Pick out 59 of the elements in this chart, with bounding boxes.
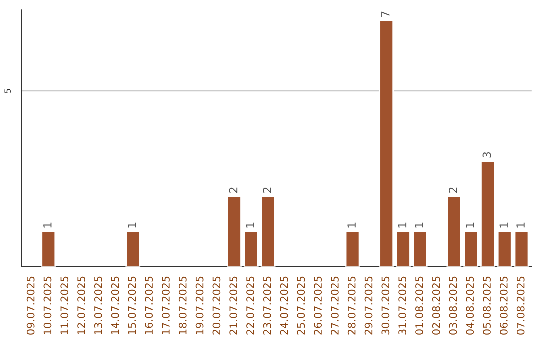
bar (412, 231, 428, 267)
x-tick-label: 11.07.2025 (60, 276, 69, 334)
bar (41, 231, 56, 267)
x-tick-label: 04.08.2025 (466, 276, 474, 335)
bar (260, 196, 276, 267)
x-tick-label: 18.07.2025 (178, 276, 187, 334)
bar (464, 231, 479, 267)
x-tick-label: 07.08.2025 (516, 276, 525, 335)
data-label: 1 (516, 222, 525, 228)
x-tick-label: 26.07.2025 (314, 276, 322, 335)
x-tick-label: 13.07.2025 (94, 276, 102, 334)
data-label: 1 (398, 222, 407, 228)
data-label: 1 (128, 222, 136, 228)
bar (480, 160, 496, 267)
x-tick-label: 27.07.2025 (331, 276, 339, 335)
x-tick-label: 23.07.2025 (263, 276, 272, 335)
x-tick-label: 02.08.2025 (432, 276, 440, 335)
x-tick-label: 28.07.2025 (348, 276, 356, 335)
data-label: 1 (415, 222, 424, 228)
x-tick-label: 25.07.2025 (297, 276, 306, 335)
data-label: 2 (229, 188, 238, 193)
x-tick-label: 31.07.2025 (398, 276, 407, 335)
x-tick-label: 16.07.2025 (145, 276, 154, 334)
data-label: 1 (466, 222, 474, 228)
x-tick-label: 05.08.2025 (483, 276, 491, 335)
bar (126, 231, 141, 267)
x-tick-label: 15.07.2025 (128, 276, 136, 334)
x-tick-label: 03.08.2025 (449, 276, 458, 335)
data-label: 2 (263, 188, 272, 193)
x-tick-label: 30.07.2025 (382, 276, 390, 335)
x-tick-label: 19.07.2025 (196, 276, 204, 334)
bar (446, 196, 462, 267)
bar (244, 231, 259, 267)
data-label: 1 (500, 222, 508, 228)
data-label: 1 (246, 222, 254, 228)
bar (396, 231, 411, 267)
x-tick-label: 09.07.2025 (26, 276, 35, 335)
x-tick-label: 29.07.2025 (364, 276, 373, 335)
data-label: 2 (448, 188, 458, 193)
x-tick-label: 14.07.2025 (111, 276, 120, 334)
x-tick-label: 22.07.2025 (246, 276, 254, 335)
bar (345, 231, 360, 267)
bar (227, 196, 242, 267)
data-label: 3 (482, 152, 492, 158)
y-tick-label: 5 (4, 89, 11, 94)
bar (514, 231, 530, 267)
bar (497, 231, 512, 267)
x-tick-label: 24.07.2025 (280, 276, 288, 335)
x-tick-label: 17.07.2025 (162, 276, 170, 334)
bar (379, 20, 394, 267)
x-tick-label: 21.07.2025 (230, 276, 238, 335)
x-tick-label: 10.07.2025 (44, 276, 52, 334)
x-tick-label: 12.07.2025 (78, 276, 86, 334)
x-tick-label: 01.08.2025 (416, 276, 424, 335)
x-tick-label: 20.07.2025 (212, 276, 221, 335)
x-tick-label: 06.08.2025 (500, 276, 508, 335)
data-label: 7 (382, 12, 390, 18)
data-label: 1 (348, 222, 356, 228)
data-label: 1 (44, 222, 52, 228)
